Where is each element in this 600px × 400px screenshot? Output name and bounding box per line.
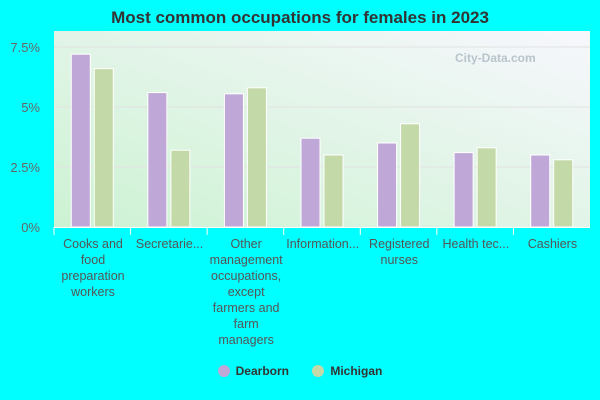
plot-area <box>54 31 590 227</box>
y-tick-label: 5% <box>21 100 40 115</box>
bar-michigan[interactable] <box>400 123 421 228</box>
x-tick-label: Health tec... <box>442 237 510 251</box>
bar-michigan[interactable] <box>93 68 114 228</box>
bar-dearborn[interactable] <box>377 142 398 228</box>
legend: Dearborn Michigan <box>0 364 600 378</box>
watermark: City-Data.com <box>455 51 536 65</box>
x-tick-label: Other management occupations, except far… <box>209 237 283 347</box>
x-tick-label: Cooks and food preparation workers <box>61 237 125 299</box>
legend-swatch <box>312 365 325 377</box>
chart-title: Most common occupations for females in 2… <box>111 8 489 27</box>
bar-dearborn[interactable] <box>147 92 168 228</box>
bar-dearborn[interactable] <box>300 137 321 228</box>
x-tick-label: Registered nurses <box>369 237 430 267</box>
legend-swatch <box>217 365 230 377</box>
bar-dearborn[interactable] <box>453 152 474 228</box>
legend-label: Dearborn <box>235 364 289 378</box>
bar-michigan[interactable] <box>246 87 267 228</box>
bar-michigan[interactable] <box>170 149 191 228</box>
legend-label: Michigan <box>330 364 383 378</box>
x-tick-label: Secretarie... <box>135 237 204 251</box>
bar-dearborn[interactable] <box>223 93 244 228</box>
legend-item-michigan: Michigan <box>312 364 382 378</box>
bar-dearborn[interactable] <box>70 53 91 228</box>
bar-michigan[interactable] <box>476 147 497 228</box>
bar-dearborn[interactable] <box>530 154 551 228</box>
y-tick-label: 0% <box>21 220 40 235</box>
y-tick-label: 7.5% <box>10 40 40 55</box>
bar-michigan[interactable] <box>553 159 574 228</box>
y-tick-label: 2.5% <box>10 160 40 175</box>
x-tick-label: Information... <box>286 237 360 251</box>
legend-item-dearborn: Dearborn <box>217 364 289 378</box>
bar-michigan[interactable] <box>323 154 344 228</box>
x-tick-label: Cashiers <box>527 237 578 251</box>
